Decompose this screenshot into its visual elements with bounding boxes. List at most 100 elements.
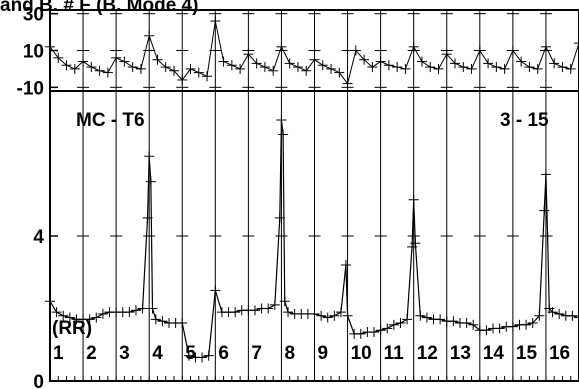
data-point [160,62,171,73]
data-point [540,41,551,52]
data-point [268,65,279,76]
data-point [421,312,432,323]
data-point [450,58,461,69]
beat-number-label: 11 [384,343,405,364]
y-tick-label: 10 [23,42,44,63]
data-point [441,49,452,60]
data-point [461,318,472,328]
beat-number-label: 5 [185,343,196,364]
data-point [335,307,346,318]
data-point [383,60,394,71]
data-point [542,231,553,241]
data-point [574,312,579,323]
data-point [145,176,156,187]
data-point [388,319,399,330]
data-point [279,296,290,307]
data-point [554,308,565,319]
data-point [276,41,287,52]
beat-number-label: 10 [351,343,372,364]
data-point [203,350,214,361]
beat-number-label: 7 [251,343,262,364]
data-point [259,62,270,73]
data-point [416,56,427,67]
data-point [342,78,353,89]
data-point [369,327,380,338]
data-point [540,169,551,180]
data-point [322,312,333,323]
data-point [557,62,568,73]
data-point [144,30,155,41]
data-point [226,60,237,71]
data-point [400,63,411,74]
data-point [127,62,138,73]
data-point [102,67,113,78]
data-point [408,194,419,205]
data-point [45,296,55,307]
data-point [350,45,361,56]
data-point [135,63,146,74]
beat-number-label: 6 [218,343,229,364]
data-point [197,352,208,363]
data-point [292,62,303,73]
data-point [458,62,469,73]
data-point [210,285,221,296]
data-point [301,65,312,76]
data-point [243,49,254,60]
data-point [45,41,55,52]
beat-number-label: 15 [516,343,538,364]
data-point [534,310,545,321]
data-point [435,314,446,325]
data-point [218,56,229,67]
y-tick-label: 30 [23,5,44,26]
data-point [326,63,337,74]
data-point [425,62,436,73]
data-point [230,307,241,318]
beat-number-label: 16 [549,343,570,364]
data-point [527,318,538,328]
data-point [468,319,479,330]
beat-number-label: 13 [450,343,471,364]
y-tick-label: -10 [17,78,44,99]
data-point [402,314,413,325]
data-point [202,71,213,82]
data-point [193,67,204,78]
data-point [448,316,459,327]
data-point [382,323,393,334]
data-point [494,323,505,334]
data-point [183,350,194,361]
data-point [329,310,340,321]
data-point [61,60,72,71]
data-point [130,305,141,316]
data-point [316,310,327,321]
panel-label-left: MC - T6 [76,110,145,131]
data-point [549,58,560,69]
data-point [547,307,558,318]
beat-number-label: 14 [483,343,505,364]
data-point [283,307,294,318]
data-point [210,16,221,27]
rr-label: (RR) [52,318,92,339]
beat-number-label: 12 [417,343,438,364]
data-point [51,307,62,318]
data-point [410,238,421,249]
data-point [507,45,518,56]
data-point [284,58,295,69]
data-point [340,260,351,270]
data-point [408,41,419,52]
data-point [119,56,130,67]
data-point [185,63,196,74]
data-point [157,316,168,327]
data-point [86,62,97,73]
data-point [415,310,426,321]
beat-number-label: 2 [86,343,97,364]
data-point [474,45,485,56]
y-tick-label: 4 [33,227,44,248]
data-point [532,63,543,74]
data-point [367,62,378,73]
data-point [142,212,153,223]
data-point [124,307,135,318]
data-point [521,319,532,330]
data-point [342,310,353,321]
